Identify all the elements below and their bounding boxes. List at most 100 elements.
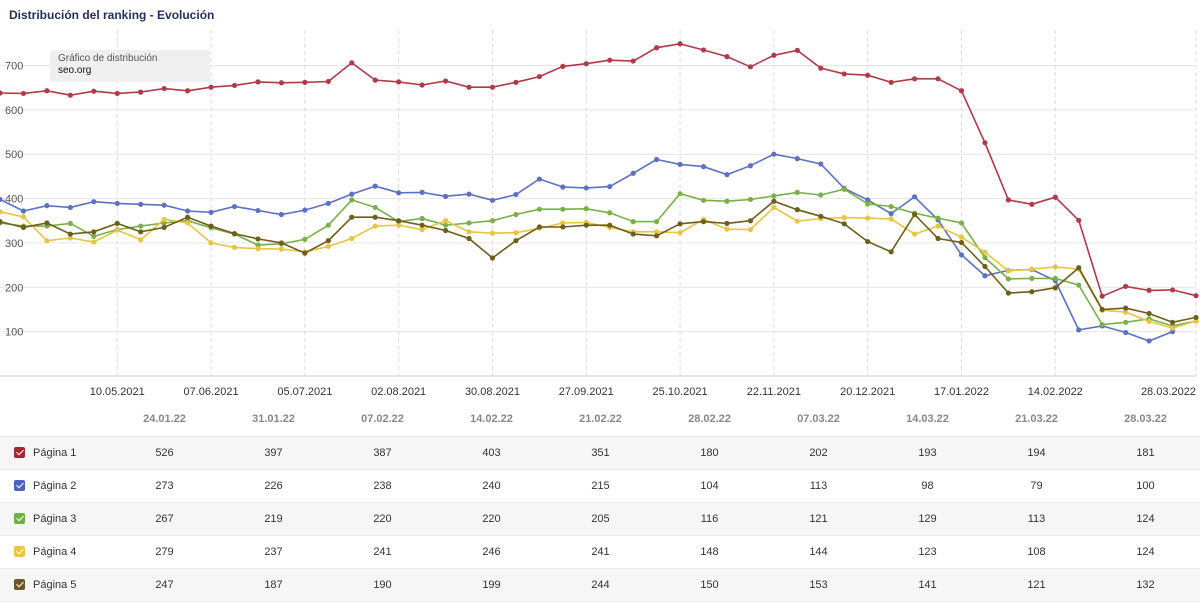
- data-point: [888, 216, 894, 222]
- table-header-date: 28.03.22: [1091, 402, 1200, 437]
- table-cell: 194: [982, 436, 1091, 470]
- data-point: [630, 170, 636, 176]
- data-point: [1169, 325, 1176, 331]
- table-header-date: 24.01.22: [110, 402, 219, 437]
- table-cell: 144: [764, 535, 873, 569]
- table-cell: 193: [873, 436, 982, 470]
- data-point: [1005, 276, 1011, 282]
- y-tick-label: 400: [5, 194, 23, 206]
- data-point: [442, 222, 449, 228]
- data-point: [513, 211, 519, 218]
- data-point: [114, 220, 120, 227]
- data-point: [513, 238, 519, 244]
- data-point: [138, 223, 144, 229]
- data-point: [607, 57, 613, 63]
- data-point: [630, 231, 636, 237]
- data-point: [466, 235, 472, 242]
- data-point: [466, 84, 472, 90]
- series-checkbox[interactable]: [14, 546, 25, 557]
- data-point: [583, 222, 589, 228]
- table-cell: 267: [110, 502, 219, 536]
- table-header-date: 21.02.22: [546, 402, 655, 437]
- data-point: [1123, 329, 1129, 336]
- data-point: [1005, 290, 1011, 296]
- data-point: [1076, 282, 1082, 288]
- data-point: [536, 73, 542, 80]
- data-point: [724, 226, 730, 232]
- series-checkbox[interactable]: [14, 579, 25, 590]
- data-point: [185, 208, 191, 214]
- data-point: [91, 199, 97, 205]
- data-point: [747, 196, 754, 203]
- series-checkbox[interactable]: [14, 513, 25, 524]
- table-cell: 237: [219, 535, 328, 569]
- table-header-date: 14.02.22: [437, 402, 546, 437]
- data-point: [935, 76, 941, 82]
- ranking-line-chart: 100 200 300 400 500 600 700 10.05.2021 07.06.202…: [0, 30, 1199, 398]
- data-point: [161, 224, 167, 230]
- data-point: [489, 84, 496, 90]
- data-point: [1029, 266, 1035, 272]
- data-point: [607, 183, 613, 190]
- data-point: [325, 78, 331, 85]
- x-tick-label: 27.09.2021: [559, 386, 614, 398]
- data-point: [208, 240, 214, 246]
- x-tick-label: 07.06.2021: [184, 386, 239, 398]
- y-tick-label: 600: [5, 105, 23, 117]
- series-label: Página 4: [33, 546, 77, 558]
- series-checkbox[interactable]: [14, 480, 25, 491]
- data-point: [138, 89, 144, 95]
- data-point: [325, 200, 331, 207]
- data-point: [67, 235, 73, 241]
- data-point: [372, 214, 378, 220]
- data-point: [583, 185, 589, 191]
- data-point: [349, 191, 355, 197]
- data-point: [372, 183, 378, 189]
- data-point: [841, 221, 847, 227]
- data-point: [771, 151, 777, 157]
- data-point: [1146, 310, 1152, 317]
- data-point: [0, 196, 3, 203]
- data-point: [138, 229, 144, 235]
- data-point: [67, 231, 73, 237]
- data-point: [747, 227, 754, 233]
- data-point: [138, 201, 144, 207]
- data-point: [818, 161, 824, 167]
- data-point: [700, 197, 707, 203]
- table-cell: 241: [328, 535, 437, 569]
- data-point: [818, 192, 824, 198]
- data-point: [818, 65, 824, 71]
- data-point: [44, 220, 50, 226]
- table-cell: 98: [873, 469, 982, 503]
- data-point: [935, 215, 941, 221]
- data-point: [1099, 321, 1105, 328]
- y-tick-label: 200: [5, 282, 23, 294]
- data-point: [349, 60, 355, 66]
- data-point: [67, 220, 73, 227]
- data-point: [724, 220, 730, 227]
- data-point: [44, 88, 50, 94]
- data-point: [442, 78, 449, 84]
- data-point: [677, 221, 683, 227]
- data-point: [302, 207, 308, 213]
- table-cell: 181: [1091, 436, 1200, 470]
- data-point: [161, 216, 167, 223]
- data-point: [20, 224, 27, 230]
- data-point: [302, 236, 308, 242]
- data-point: [888, 79, 894, 85]
- series-checkbox[interactable]: [14, 447, 25, 458]
- data-point: [1169, 287, 1176, 293]
- x-tick-label: 20.12.2021: [840, 386, 895, 398]
- data-point: [654, 156, 660, 163]
- data-point: [161, 202, 167, 208]
- data-point: [114, 90, 120, 97]
- data-point: [442, 193, 449, 199]
- data-point: [1005, 268, 1011, 274]
- data-point: [654, 233, 660, 239]
- data-point: [325, 243, 331, 250]
- data-point: [794, 156, 800, 162]
- table-row: Página 2 273 226 238 240 215 104 113 98 79 100: [0, 469, 1200, 503]
- data-point: [1123, 319, 1129, 325]
- table-cell: 150: [655, 568, 764, 602]
- data-point: [185, 220, 191, 226]
